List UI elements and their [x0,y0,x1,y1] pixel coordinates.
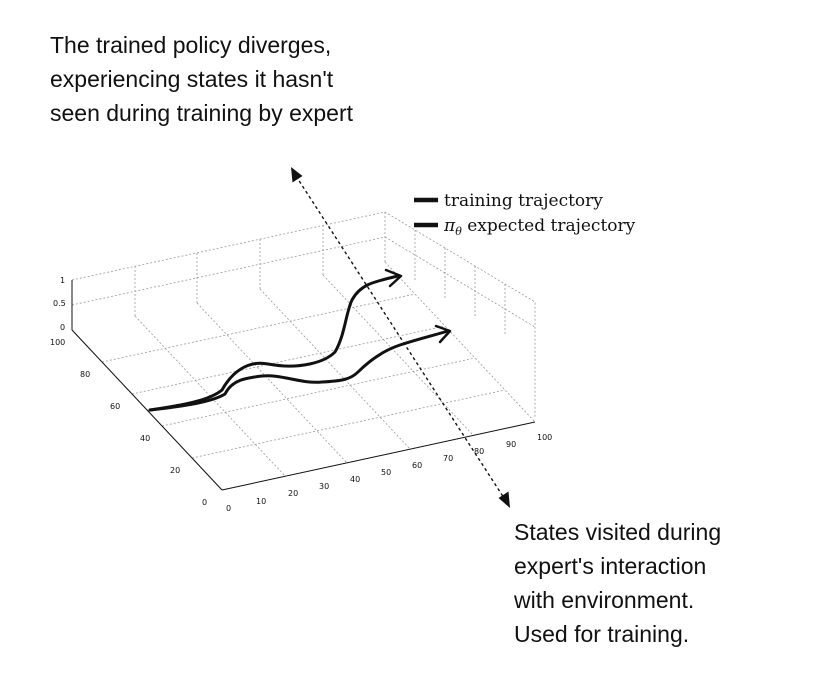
annotation-line: with environment. [514,587,695,613]
x-tick-label: 30 [319,482,329,491]
x-tick-label: 0 [226,504,231,513]
annotation-line: expert's interaction [514,553,707,579]
legend-label-text: expected trajectory [462,216,636,236]
pi-symbol: π [443,216,456,236]
y-tick-label: 80 [80,370,90,379]
divergence-arrow [291,167,510,508]
y-tick-label: 20 [170,466,180,475]
expert-states-annotation: States visited during expert's interacti… [514,515,721,651]
annotation-line: experiencing states it hasn't [50,66,334,92]
x-tick-label: 70 [443,454,453,463]
y-tick-label: 100 [50,338,65,347]
training-trajectory-line [148,329,450,412]
z-tick-label: 1 [60,276,65,285]
z-tick-label: 0.5 [53,299,66,308]
annotation-line: Used for training. [514,621,690,647]
annotation-line: The trained policy diverges, [50,32,332,58]
y-tick-label: 40 [140,434,150,443]
legend-label-policy: πθ expected trajectory [443,216,636,238]
policy-divergence-annotation: The trained policy diverges, experiencin… [50,28,353,130]
z-axis-ticks: 0 0.5 1 [53,276,66,332]
x-tick-label: 100 [537,433,552,442]
x-tick-label: 80 [474,447,484,456]
policy-trajectory-line [148,274,400,412]
y-axis-ticks: 0 20 40 60 80 100 [50,338,207,507]
legend-label-training: training trajectory [444,191,603,211]
y-tick-label: 60 [110,402,120,411]
policy-trajectory-arrowhead [384,268,403,288]
x-tick-label: 50 [381,468,391,477]
z-tick-label: 0 [60,323,65,332]
x-tick-label: 90 [506,440,516,449]
x-tick-label: 10 [256,497,266,506]
annotation-line: States visited during [514,519,722,545]
x-axis-ticks: 0 10 20 30 40 50 60 70 80 90 100 [226,433,552,513]
legend: training trajectory πθ expected trajecto… [414,191,636,238]
y-tick-label: 0 [202,498,207,507]
training-trajectory-arrowhead [434,324,452,344]
x-tick-label: 40 [350,475,360,484]
axes-grid [71,211,536,491]
annotation-line: seen during training by expert [50,100,354,126]
axis-lines [71,280,536,491]
x-tick-label: 20 [288,489,298,498]
theta-subscript: θ [455,225,462,238]
x-tick-label: 60 [412,461,422,470]
